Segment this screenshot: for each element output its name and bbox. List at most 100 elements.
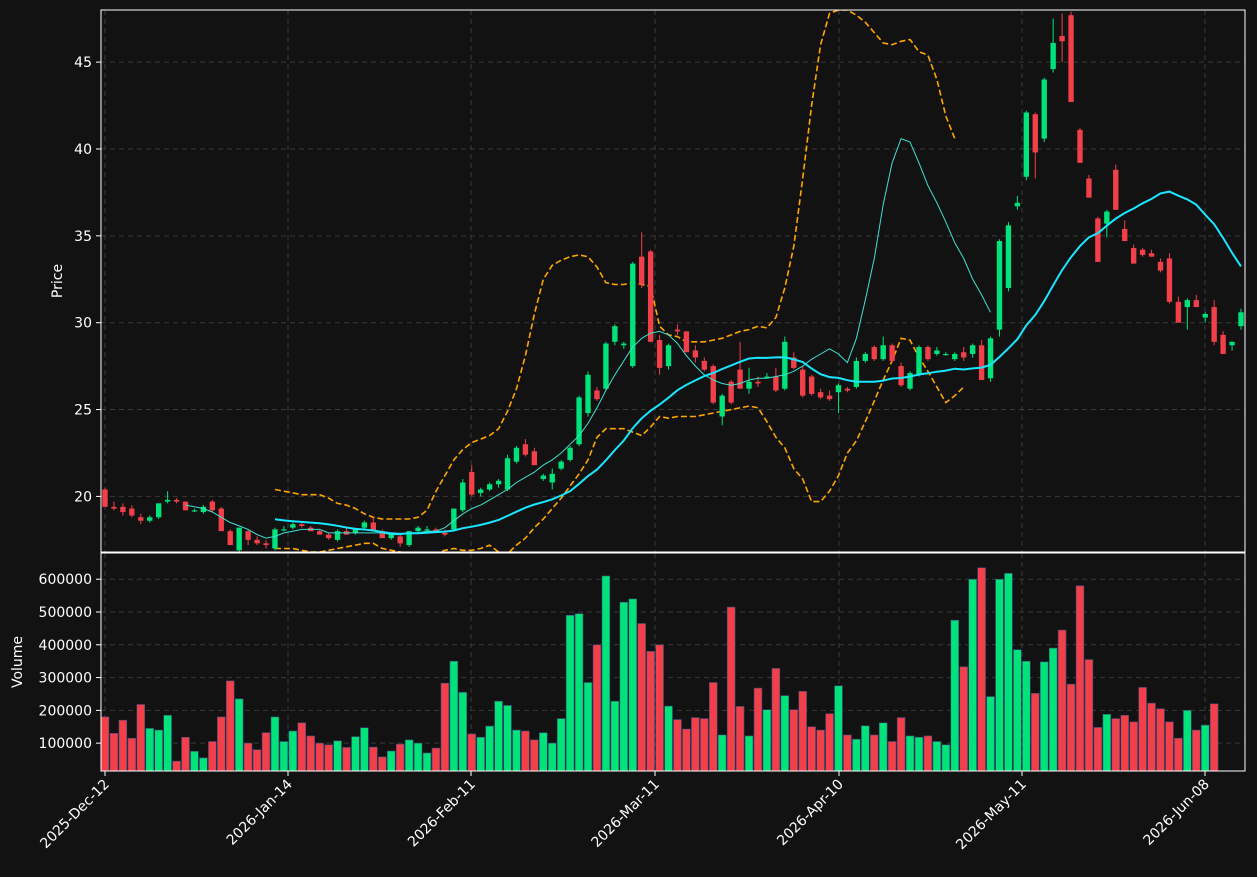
volume-bar bbox=[664, 705, 673, 772]
volume-bar bbox=[1192, 729, 1201, 772]
volume-bar bbox=[1013, 649, 1022, 772]
volume-bar bbox=[109, 733, 119, 772]
candle-body bbox=[567, 447, 573, 460]
candle-body bbox=[782, 341, 788, 389]
volume-bar bbox=[673, 719, 682, 772]
candle-body bbox=[316, 531, 323, 535]
candle-body bbox=[925, 347, 931, 360]
candle-body bbox=[961, 352, 967, 358]
volume-bar bbox=[163, 714, 172, 772]
grid-lines bbox=[101, 10, 1245, 771]
volume-bar bbox=[467, 733, 476, 772]
candle-body bbox=[978, 345, 985, 381]
volume-bar bbox=[628, 598, 637, 772]
volume-bar bbox=[619, 601, 629, 772]
candle-body bbox=[138, 517, 144, 521]
candle-body bbox=[943, 353, 949, 356]
candle-body bbox=[1166, 258, 1173, 302]
volume-bar bbox=[744, 735, 754, 772]
volume-bar bbox=[825, 713, 834, 772]
candle-body bbox=[504, 458, 511, 490]
volume-bar bbox=[574, 613, 584, 772]
candle-body bbox=[415, 527, 421, 532]
volume-bar bbox=[521, 730, 530, 772]
candle-body bbox=[835, 385, 842, 393]
candle-body bbox=[442, 532, 448, 535]
volume-bar bbox=[422, 752, 432, 772]
volume-bar bbox=[610, 700, 620, 772]
candle-body bbox=[630, 263, 636, 367]
volume-bar bbox=[878, 722, 888, 772]
volume-bar bbox=[709, 682, 718, 772]
candle-body bbox=[236, 527, 242, 551]
volume-ytick-label: 400000 bbox=[39, 638, 92, 654]
candle-body bbox=[1059, 36, 1065, 42]
volume-bar bbox=[887, 741, 897, 772]
volume-bar bbox=[583, 682, 593, 772]
volume-bar bbox=[762, 709, 772, 772]
candle-body bbox=[916, 347, 922, 375]
candle-body bbox=[683, 331, 690, 353]
candle-body bbox=[227, 531, 233, 546]
moving-average-thick bbox=[274, 190, 1242, 535]
candle-body bbox=[424, 529, 430, 531]
candle-body bbox=[495, 480, 502, 485]
volume-bar bbox=[512, 729, 521, 772]
volume-bar bbox=[726, 606, 736, 772]
volume-bar bbox=[1102, 713, 1112, 772]
candle-body bbox=[558, 461, 564, 469]
candle-body bbox=[245, 531, 251, 540]
volume-bar bbox=[539, 732, 548, 772]
candle-body bbox=[603, 343, 609, 389]
candle-body bbox=[817, 392, 824, 398]
candle-body bbox=[1122, 228, 1128, 242]
volume-bar bbox=[1039, 661, 1049, 772]
price-panel bbox=[102, 10, 1244, 552]
candle-body bbox=[1113, 169, 1119, 210]
candle-body bbox=[665, 345, 672, 367]
volume-panel bbox=[100, 567, 1219, 772]
volume-bar bbox=[1129, 721, 1138, 772]
volume-bar bbox=[1120, 714, 1129, 772]
volume-bar bbox=[315, 742, 324, 772]
volume-bar bbox=[369, 746, 378, 772]
candle-body bbox=[853, 360, 860, 387]
volume-bar bbox=[279, 741, 289, 772]
volume-bar bbox=[225, 680, 235, 772]
candle-body bbox=[1238, 312, 1244, 327]
volume-bar bbox=[1200, 724, 1210, 772]
candle-body bbox=[639, 256, 645, 285]
volume-bar bbox=[440, 682, 450, 772]
candle-body bbox=[612, 326, 618, 342]
volume-bar bbox=[700, 718, 709, 772]
candle-body bbox=[272, 529, 278, 549]
volume-bar bbox=[306, 735, 315, 772]
candle-body bbox=[200, 506, 207, 513]
volume-bar bbox=[172, 760, 181, 772]
candle-body bbox=[1157, 261, 1164, 271]
candle-body bbox=[1229, 341, 1235, 346]
candle-body bbox=[952, 353, 958, 360]
volume-panel-frame bbox=[100, 552, 1246, 772]
volume-bar bbox=[431, 747, 441, 772]
volume-ytick-label: 600000 bbox=[39, 572, 92, 588]
volume-bar bbox=[1138, 687, 1147, 772]
candle-body bbox=[1023, 112, 1030, 177]
candle-body bbox=[987, 338, 994, 379]
volume-bar bbox=[735, 706, 745, 772]
volume-bar bbox=[807, 726, 816, 772]
candle-body bbox=[290, 524, 296, 528]
volume-bar bbox=[834, 685, 843, 772]
volume-bar bbox=[691, 717, 700, 772]
candle-body bbox=[1130, 247, 1137, 264]
volume-bar bbox=[1093, 727, 1103, 772]
candle-body bbox=[647, 251, 654, 342]
candle-body bbox=[469, 472, 475, 495]
candle-body bbox=[299, 524, 305, 526]
volume-bar bbox=[494, 700, 503, 772]
volume-bar bbox=[360, 727, 369, 772]
candle-body bbox=[147, 517, 153, 521]
volume-bar bbox=[404, 739, 414, 772]
volume-bar bbox=[995, 578, 1004, 772]
candle-body bbox=[397, 536, 403, 544]
